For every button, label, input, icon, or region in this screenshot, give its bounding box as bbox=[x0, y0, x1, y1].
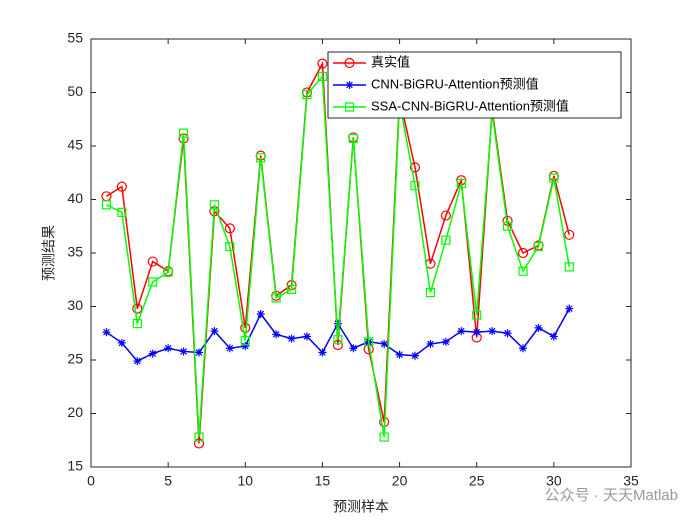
marker bbox=[517, 247, 529, 259]
marker bbox=[318, 348, 327, 357]
y-tick-label: 50 bbox=[67, 83, 83, 99]
marker bbox=[533, 241, 544, 252]
marker bbox=[549, 173, 559, 183]
marker bbox=[178, 128, 189, 138]
marker bbox=[472, 310, 482, 320]
marker bbox=[194, 432, 204, 442]
y-tick-label: 30 bbox=[67, 297, 83, 313]
marker bbox=[457, 327, 466, 336]
marker bbox=[240, 336, 250, 346]
marker bbox=[179, 347, 188, 356]
marker bbox=[225, 241, 235, 252]
legend-box bbox=[327, 51, 622, 119]
marker bbox=[209, 200, 220, 210]
x-axis-label: 预测样本 bbox=[333, 499, 389, 515]
marker bbox=[411, 351, 419, 360]
marker bbox=[503, 329, 512, 338]
marker bbox=[287, 334, 296, 343]
marker bbox=[241, 342, 250, 351]
watermark: 公众号 · 天天Matlab bbox=[545, 487, 678, 504]
x-tick-label: 35 bbox=[623, 473, 639, 489]
marker bbox=[380, 339, 389, 348]
marker bbox=[101, 200, 112, 210]
marker bbox=[488, 327, 497, 336]
y-axis-label: 预测结果 bbox=[41, 225, 57, 281]
marker bbox=[345, 81, 354, 89]
y-tick-label: 15 bbox=[67, 458, 83, 474]
marker bbox=[256, 309, 265, 318]
marker bbox=[117, 207, 127, 217]
marker bbox=[102, 328, 111, 337]
marker bbox=[224, 223, 235, 234]
y-tick-label: 40 bbox=[67, 190, 83, 206]
x-tick-label: 25 bbox=[469, 473, 485, 489]
marker bbox=[440, 210, 451, 221]
x-tick-label: 15 bbox=[315, 473, 331, 489]
legend-label: CNN-BiGRU-Attention预测值 bbox=[371, 76, 539, 91]
marker bbox=[344, 102, 355, 112]
y-tick-label: 20 bbox=[67, 404, 83, 420]
marker bbox=[426, 339, 435, 348]
marker bbox=[117, 338, 126, 347]
marker bbox=[425, 287, 436, 298]
marker bbox=[225, 344, 234, 353]
x-tick-label: 0 bbox=[87, 473, 95, 489]
marker bbox=[502, 221, 513, 231]
y-tick-label: 45 bbox=[67, 137, 83, 153]
legend: 真实值 CNN-BiGRU-Attention预测值 SSA-CNN-BiGRU-A… bbox=[327, 51, 622, 119]
marker bbox=[472, 328, 481, 337]
marker bbox=[565, 304, 574, 313]
marker bbox=[317, 58, 328, 69]
marker bbox=[163, 267, 173, 277]
marker bbox=[333, 335, 343, 345]
x-tick-label: 10 bbox=[237, 473, 253, 489]
marker bbox=[133, 357, 142, 366]
marker bbox=[441, 235, 451, 245]
marker bbox=[116, 181, 127, 192]
x-tick-label: 5 bbox=[164, 473, 172, 489]
legend-label: SSA-CNN-BiGRU-Attention预测值 bbox=[371, 98, 569, 113]
marker bbox=[272, 330, 281, 339]
marker bbox=[534, 323, 543, 332]
marker bbox=[456, 178, 466, 189]
marker bbox=[317, 71, 328, 82]
marker bbox=[148, 349, 157, 358]
marker bbox=[410, 180, 420, 191]
marker bbox=[441, 337, 450, 346]
marker bbox=[519, 344, 527, 353]
marker bbox=[210, 327, 219, 336]
marker bbox=[302, 90, 312, 100]
marker bbox=[564, 229, 575, 240]
x-tick-label: 30 bbox=[546, 473, 562, 489]
marker bbox=[518, 266, 528, 276]
marker bbox=[303, 332, 311, 341]
marker bbox=[164, 344, 173, 353]
marker bbox=[409, 162, 421, 173]
legend-label: 真实值 bbox=[371, 54, 410, 69]
marker bbox=[132, 319, 142, 329]
marker bbox=[256, 153, 266, 163]
marker bbox=[379, 432, 389, 442]
marker bbox=[147, 256, 158, 267]
marker bbox=[148, 277, 158, 287]
marker bbox=[344, 57, 355, 69]
marker bbox=[193, 438, 205, 449]
marker bbox=[271, 293, 281, 303]
marker bbox=[349, 344, 358, 353]
y-tick-label: 25 bbox=[67, 351, 83, 367]
marker bbox=[395, 350, 404, 359]
y-tick-label: 35 bbox=[67, 244, 83, 260]
marker bbox=[564, 262, 574, 272]
marker bbox=[333, 319, 342, 328]
marker bbox=[348, 133, 358, 144]
y-tick-label: 55 bbox=[67, 30, 83, 46]
marker bbox=[364, 337, 374, 347]
x-tick-label: 20 bbox=[392, 473, 408, 489]
marker bbox=[549, 332, 558, 341]
marker bbox=[132, 303, 143, 314]
marker bbox=[332, 339, 343, 351]
marker bbox=[195, 348, 203, 357]
marker bbox=[286, 284, 297, 294]
